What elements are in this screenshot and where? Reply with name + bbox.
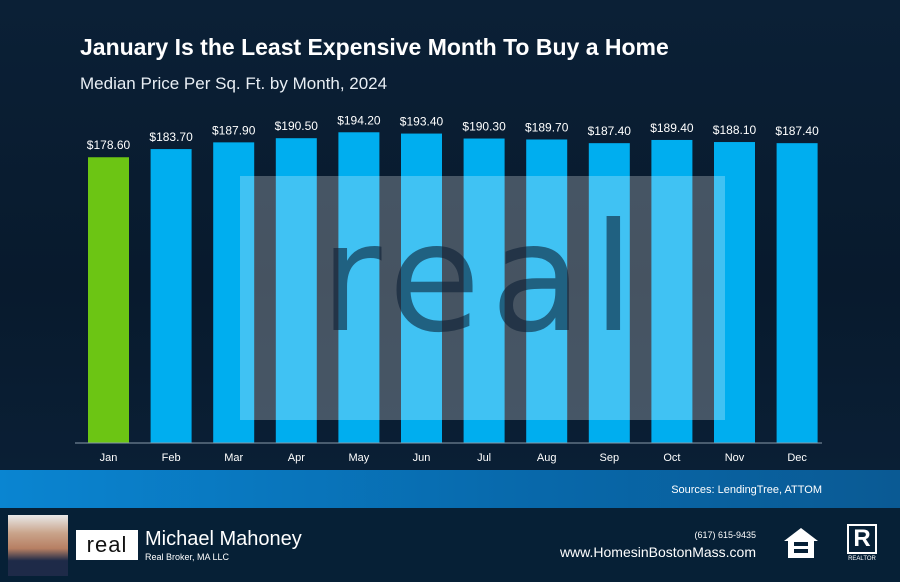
- data-label: $189.70: [525, 120, 569, 134]
- website-link[interactable]: www.HomesinBostonMass.com: [559, 544, 756, 560]
- bar-chart: $178.60 Jan $183.70 Feb $187.90 Mar $190.50 Apr…: [75, 113, 822, 464]
- data-label: $178.60: [87, 138, 131, 152]
- x-tick-label: May: [349, 452, 370, 464]
- footer: real Michael Mahoney Real Broker, MA LLC…: [0, 508, 900, 582]
- realtor-logo: R REALTOR: [846, 524, 878, 564]
- x-tick-label: Nov: [725, 452, 745, 464]
- realtor-label: REALTOR: [848, 556, 876, 562]
- x-tick-label: Sep: [600, 452, 620, 464]
- bar-oct: [651, 139, 693, 443]
- data-label: $187.40: [588, 124, 632, 138]
- bar-dec: [776, 143, 818, 443]
- x-tick-label: Oct: [663, 452, 680, 464]
- x-tick-label: Apr: [288, 452, 305, 464]
- realtor-icon: R: [847, 524, 877, 554]
- data-label: $187.40: [775, 124, 819, 138]
- bar-nov: [714, 142, 755, 444]
- equal-housing-icon: [784, 528, 818, 558]
- data-label: $194.20: [337, 113, 381, 127]
- chart-subtitle: Median Price Per Sq. Ft. by Month, 2024: [80, 74, 388, 93]
- agent-name: Michael Mahoney: [145, 528, 302, 550]
- x-tick-label: Jun: [413, 452, 431, 464]
- bar-jan: [88, 157, 129, 444]
- sources-band: Sources: LendingTree, ATTOM: [0, 470, 900, 508]
- chart-title: January Is the Least Expensive Month To …: [80, 34, 669, 60]
- x-tick-label: Dec: [787, 452, 807, 464]
- bar-apr: [275, 138, 317, 443]
- bar-sep: [588, 143, 630, 443]
- watermark-logo: real: [320, 192, 644, 366]
- agent-photo: [8, 515, 68, 576]
- x-tick-label: Jul: [477, 452, 491, 464]
- data-label: $193.40: [400, 115, 444, 129]
- watermark-box: [240, 176, 725, 420]
- bar-jul: [463, 138, 505, 443]
- real-logo: real: [76, 530, 138, 560]
- data-label: $190.50: [275, 119, 319, 133]
- bar-feb: [150, 149, 192, 443]
- x-tick-label: Feb: [162, 452, 181, 464]
- data-label: $189.40: [650, 121, 694, 135]
- bar-mar: [213, 142, 255, 444]
- phone-number: (617) 615-9435: [694, 530, 756, 540]
- data-label: $187.90: [212, 123, 256, 137]
- bar-may: [338, 132, 380, 443]
- sources-text: Sources: LendingTree, ATTOM: [671, 484, 822, 496]
- x-tick-label: Jan: [100, 452, 118, 464]
- data-label: $183.70: [149, 130, 193, 144]
- bar-jun: [401, 133, 442, 443]
- broker-name: Real Broker, MA LLC: [145, 552, 230, 562]
- bar-aug: [526, 139, 568, 444]
- x-tick-label: Aug: [537, 452, 557, 464]
- data-label: $190.30: [462, 120, 506, 134]
- x-tick-label: Mar: [224, 452, 243, 464]
- data-label: $188.10: [713, 123, 757, 137]
